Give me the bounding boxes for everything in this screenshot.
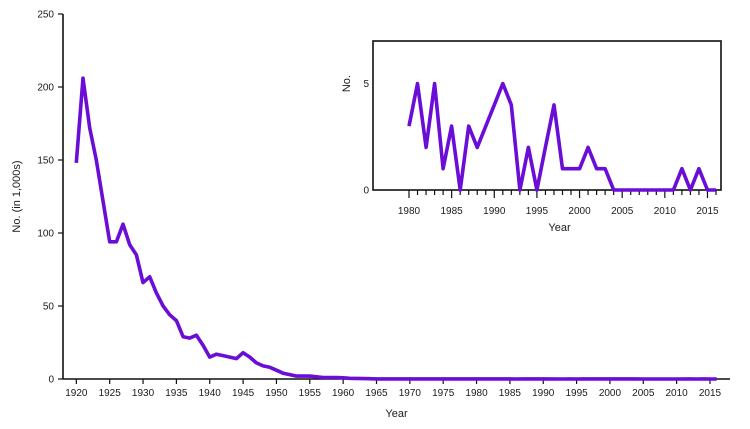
main-x-tick-label: 2005 [632,388,655,399]
main-y-axis-title: No. (in 1,000s) [11,160,23,232]
inset-y-tick-label: 0 [363,186,369,197]
main-x-axis-title: Year [385,408,408,420]
main-x-tick-label: 1945 [232,388,255,399]
main-y-tick-label: 50 [43,302,55,313]
inset-x-tick-label: 1980 [398,206,421,217]
main-x-tick-label: 1930 [132,388,155,399]
inset-frame [372,40,722,191]
main-y-tick-label: 250 [37,10,54,21]
main-x-tick-label: 1955 [299,388,322,399]
inset-x-tick-label: 2005 [611,206,634,217]
main-x-tick-label: 1970 [399,388,422,399]
main-x-tick-label: 1985 [499,388,522,399]
inset-x-tick-label: 2015 [696,206,719,217]
inset-y-axis-ticks: 05 [363,79,369,196]
inset-y-tick-label: 5 [363,79,369,90]
main-y-tick-label: 0 [48,375,54,386]
main-x-tick-label: 1960 [332,388,355,399]
main-series-line [74,76,717,381]
inset-x-tick-label: 1990 [483,206,506,217]
inset-x-tick-label: 2010 [654,206,677,217]
main-chart: 1920 1925 1930 1935 1940 1945 1950 1955 1960 1965… [11,10,730,420]
main-x-tick-label: 2000 [599,388,622,399]
main-x-tick-label: 1990 [532,388,555,399]
main-x-tick-label: 1975 [432,388,455,399]
inset-chart: 1980 1985 1990 1995 2000 2005 2010 2015 05 Year… [341,40,722,234]
inset-y-axis-title: No. [341,75,353,92]
inset-x-axis-title: Year [548,222,571,234]
main-x-tick-label: 1965 [365,388,388,399]
inset-x-tick-label: 1995 [526,206,549,217]
inset-x-tick-label: 1985 [441,206,464,217]
main-x-tick-label: 1950 [265,388,288,399]
main-x-tick-label: 1995 [565,388,588,399]
main-x-tick-label: 1925 [99,388,122,399]
main-x-tick-label: 1935 [165,388,188,399]
main-y-tick-label: 150 [37,156,54,167]
main-x-axis-ticks: 1920 1925 1930 1935 1940 1945 1950 1955 1960 1965… [65,379,722,399]
main-x-tick-label: 2010 [666,388,689,399]
main-y-tick-label: 100 [37,229,54,240]
inset-series-line [407,81,716,192]
inset-x-tick-label: 2000 [568,206,591,217]
main-x-tick-label: 1980 [465,388,488,399]
main-x-tick-label: 1920 [65,388,88,399]
main-y-axis-ticks: 0 50 100 150 200 250 [37,10,63,386]
main-x-tick-label: 1940 [199,388,222,399]
main-x-tick-label: 2015 [699,388,722,399]
inset-x-axis-ticks: 1980 1985 1990 1995 2000 2005 2010 2015 [398,190,719,217]
main-y-tick-label: 200 [37,83,54,94]
